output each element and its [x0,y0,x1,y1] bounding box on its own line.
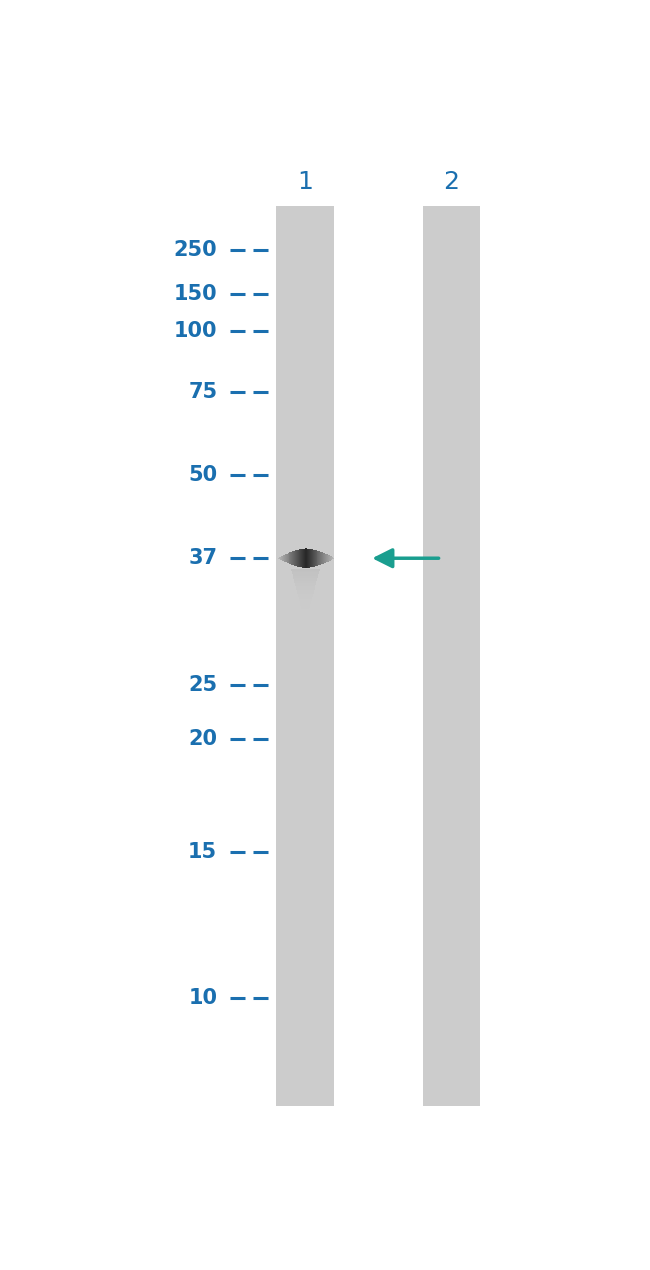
Bar [276,206,334,1106]
Text: 150: 150 [174,284,217,305]
Bar [298,597,312,599]
Bar [295,550,297,566]
Bar [283,555,284,561]
Bar [301,606,310,607]
Bar [326,555,328,563]
Bar [330,556,332,560]
Bar [296,588,315,591]
Bar [300,601,311,602]
Bar [321,552,323,564]
Bar [302,610,309,611]
Bar [306,549,307,568]
Bar [287,554,288,563]
Bar [309,549,310,568]
Bar [289,552,291,564]
Bar [292,551,294,565]
Bar [327,555,329,561]
Bar [291,552,292,564]
Text: 25: 25 [188,676,217,696]
Bar [298,593,313,596]
Bar [298,596,313,597]
Bar [299,550,300,566]
Bar [291,551,293,565]
Bar [294,579,317,582]
Text: 15: 15 [188,842,217,861]
Text: 50: 50 [188,465,217,485]
Text: 2: 2 [443,170,460,194]
Bar [302,611,309,613]
Bar [422,206,480,1106]
Bar [319,551,321,565]
Bar [302,549,304,568]
Bar [311,549,312,568]
Bar [294,578,317,579]
Bar [307,549,308,568]
Text: 20: 20 [188,729,217,749]
Bar [294,582,317,583]
Bar [324,554,326,563]
Text: 1: 1 [298,170,313,194]
Bar [281,556,282,560]
Bar [299,599,312,601]
Bar [289,552,290,564]
Text: 37: 37 [188,549,217,568]
Bar [323,554,325,564]
Bar [331,556,332,560]
Bar [301,549,302,568]
Bar [283,555,285,561]
Bar [292,570,319,573]
Bar [312,550,313,566]
Bar [287,554,289,564]
Bar [313,550,314,566]
Bar [295,583,316,584]
Bar [300,602,311,605]
Bar [297,592,314,593]
Bar [281,556,283,561]
Bar [279,558,280,559]
Bar [285,555,286,563]
Bar [315,550,316,566]
Bar [278,558,280,559]
Bar [304,549,306,568]
Text: 75: 75 [188,382,217,403]
Bar [297,591,314,592]
Bar [325,554,327,563]
Text: 100: 100 [174,321,217,342]
Bar [294,551,296,565]
Bar [280,556,281,560]
Bar [298,550,300,566]
Bar [317,551,319,565]
Bar [328,555,330,561]
Bar [305,549,306,568]
Bar [332,558,333,559]
Bar [295,584,315,587]
Bar [308,549,309,568]
Bar [292,573,318,574]
Bar [302,607,309,610]
Bar [314,550,315,566]
Text: 10: 10 [188,988,217,1008]
Bar [291,569,320,570]
Bar [293,551,295,565]
Bar [300,605,311,606]
Bar [315,550,317,566]
Bar [317,551,318,565]
Bar [296,587,315,588]
Bar [310,549,311,568]
Bar [322,552,324,564]
Bar [303,549,304,568]
Bar [297,550,299,566]
Bar [329,556,331,561]
Bar [320,552,322,564]
Text: 250: 250 [174,240,217,260]
Bar [296,550,298,566]
Bar [318,551,320,565]
Bar [293,575,318,578]
Bar [333,558,334,559]
Bar [292,574,318,575]
Bar [300,549,302,568]
Bar [285,554,287,563]
